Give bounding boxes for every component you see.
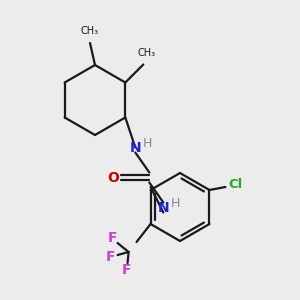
Text: CH₃: CH₃ xyxy=(81,26,99,36)
Text: O: O xyxy=(107,170,119,184)
Text: H: H xyxy=(171,197,180,210)
Text: N: N xyxy=(130,140,141,154)
Text: H: H xyxy=(142,137,152,150)
Text: F: F xyxy=(122,263,131,277)
Text: F: F xyxy=(106,250,115,264)
Text: F: F xyxy=(108,231,117,245)
Text: Cl: Cl xyxy=(228,178,243,191)
Text: N: N xyxy=(158,200,169,214)
Text: CH₃: CH₃ xyxy=(137,47,155,58)
